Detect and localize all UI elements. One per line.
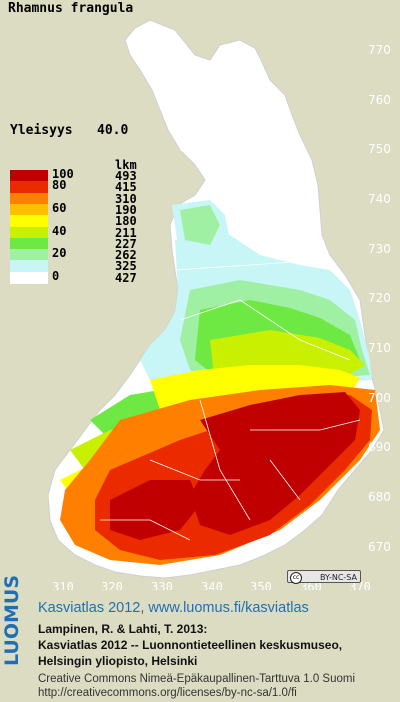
legend-percent: 40: [52, 223, 67, 238]
legend-count: 310: [115, 191, 137, 206]
legend-percent: 80: [52, 178, 67, 193]
legend-swatch: [10, 215, 48, 228]
lat-tick: 700: [368, 391, 391, 405]
lat-tick: 740: [368, 192, 391, 206]
luomus-logo: LUOMUS: [1, 574, 23, 666]
lat-tick: 770: [368, 43, 391, 57]
legend-swatch: [10, 170, 48, 182]
lat-tick: 760: [368, 93, 391, 107]
lat-tick: 680: [368, 490, 391, 504]
citation-line: Helsingin yliopisto, Helsinki: [38, 654, 198, 668]
citation-line: Kasviatlas 2012 -- Luonnontieteellinen k…: [38, 638, 343, 652]
legend-swatch: [10, 181, 48, 194]
legend-swatch: [10, 249, 48, 262]
legend-percent: 60: [52, 200, 67, 215]
species-name: Rhamnus frangula: [8, 1, 134, 16]
atlas-title: Kasviatlas 2012, www.luomus.fi/kasviatla…: [38, 600, 309, 616]
legend-count: 180: [115, 214, 137, 229]
legend: lkm 100 493 80 415 310 60 190 180 40 211 227 20 262 3…: [0, 0, 160, 300]
lon-tick: 320: [101, 580, 123, 590]
frequency-value: 40.0: [97, 123, 129, 138]
legend-count-header: lkm: [115, 158, 137, 172]
lat-tick: 750: [368, 142, 391, 156]
legend-swatch: [10, 271, 48, 284]
lon-tick: 340: [201, 580, 223, 590]
lon-tick: 370: [349, 580, 371, 590]
lon-tick: 330: [151, 580, 173, 590]
legend-count: 227: [115, 236, 137, 251]
distribution-map: 770 760 750 740 730 720 710 700 690 680 …: [47, 19, 391, 590]
legend-count: 415: [115, 180, 137, 195]
legend-percent: 0: [52, 268, 60, 283]
cc-icon: cc: [290, 572, 302, 584]
legend-swatch: [10, 203, 48, 216]
lat-tick: 670: [368, 540, 391, 554]
license-url: http://creativecommons.org/licenses/by-n…: [38, 687, 297, 699]
cc-badge-label: BY-NC-SA: [319, 573, 357, 582]
lat-tick: 690: [368, 440, 391, 454]
legend-count: 262: [115, 248, 137, 263]
lat-tick: 720: [368, 291, 391, 305]
legend-percent: 20: [52, 246, 67, 261]
lat-tick: 730: [368, 242, 391, 256]
lon-tick: 310: [52, 580, 74, 590]
legend-swatch: [10, 192, 48, 205]
lat-tick: 710: [368, 341, 391, 355]
lon-tick: 350: [250, 580, 272, 590]
legend-count: 190: [115, 202, 137, 217]
legend-count: 427: [115, 270, 137, 285]
legend-count: 493: [115, 169, 137, 183]
legend-swatch: [10, 260, 48, 273]
legend-swatch: [10, 226, 48, 239]
license-line: Creative Commons Nimeä-Epäkaupallinen-Ta…: [38, 673, 356, 685]
cc-license-badge: cc BY-NC-SA: [287, 570, 361, 584]
legend-percent: 100: [52, 167, 74, 181]
legend-count: 211: [115, 225, 137, 240]
citation-line: Lampinen, R. & Lahti, T. 2013:: [38, 622, 208, 636]
lon-tick: 360: [300, 580, 322, 590]
frequency-label: Yleisyys: [10, 123, 73, 138]
legend-swatch: [10, 237, 48, 250]
legend-count: 325: [115, 259, 137, 274]
